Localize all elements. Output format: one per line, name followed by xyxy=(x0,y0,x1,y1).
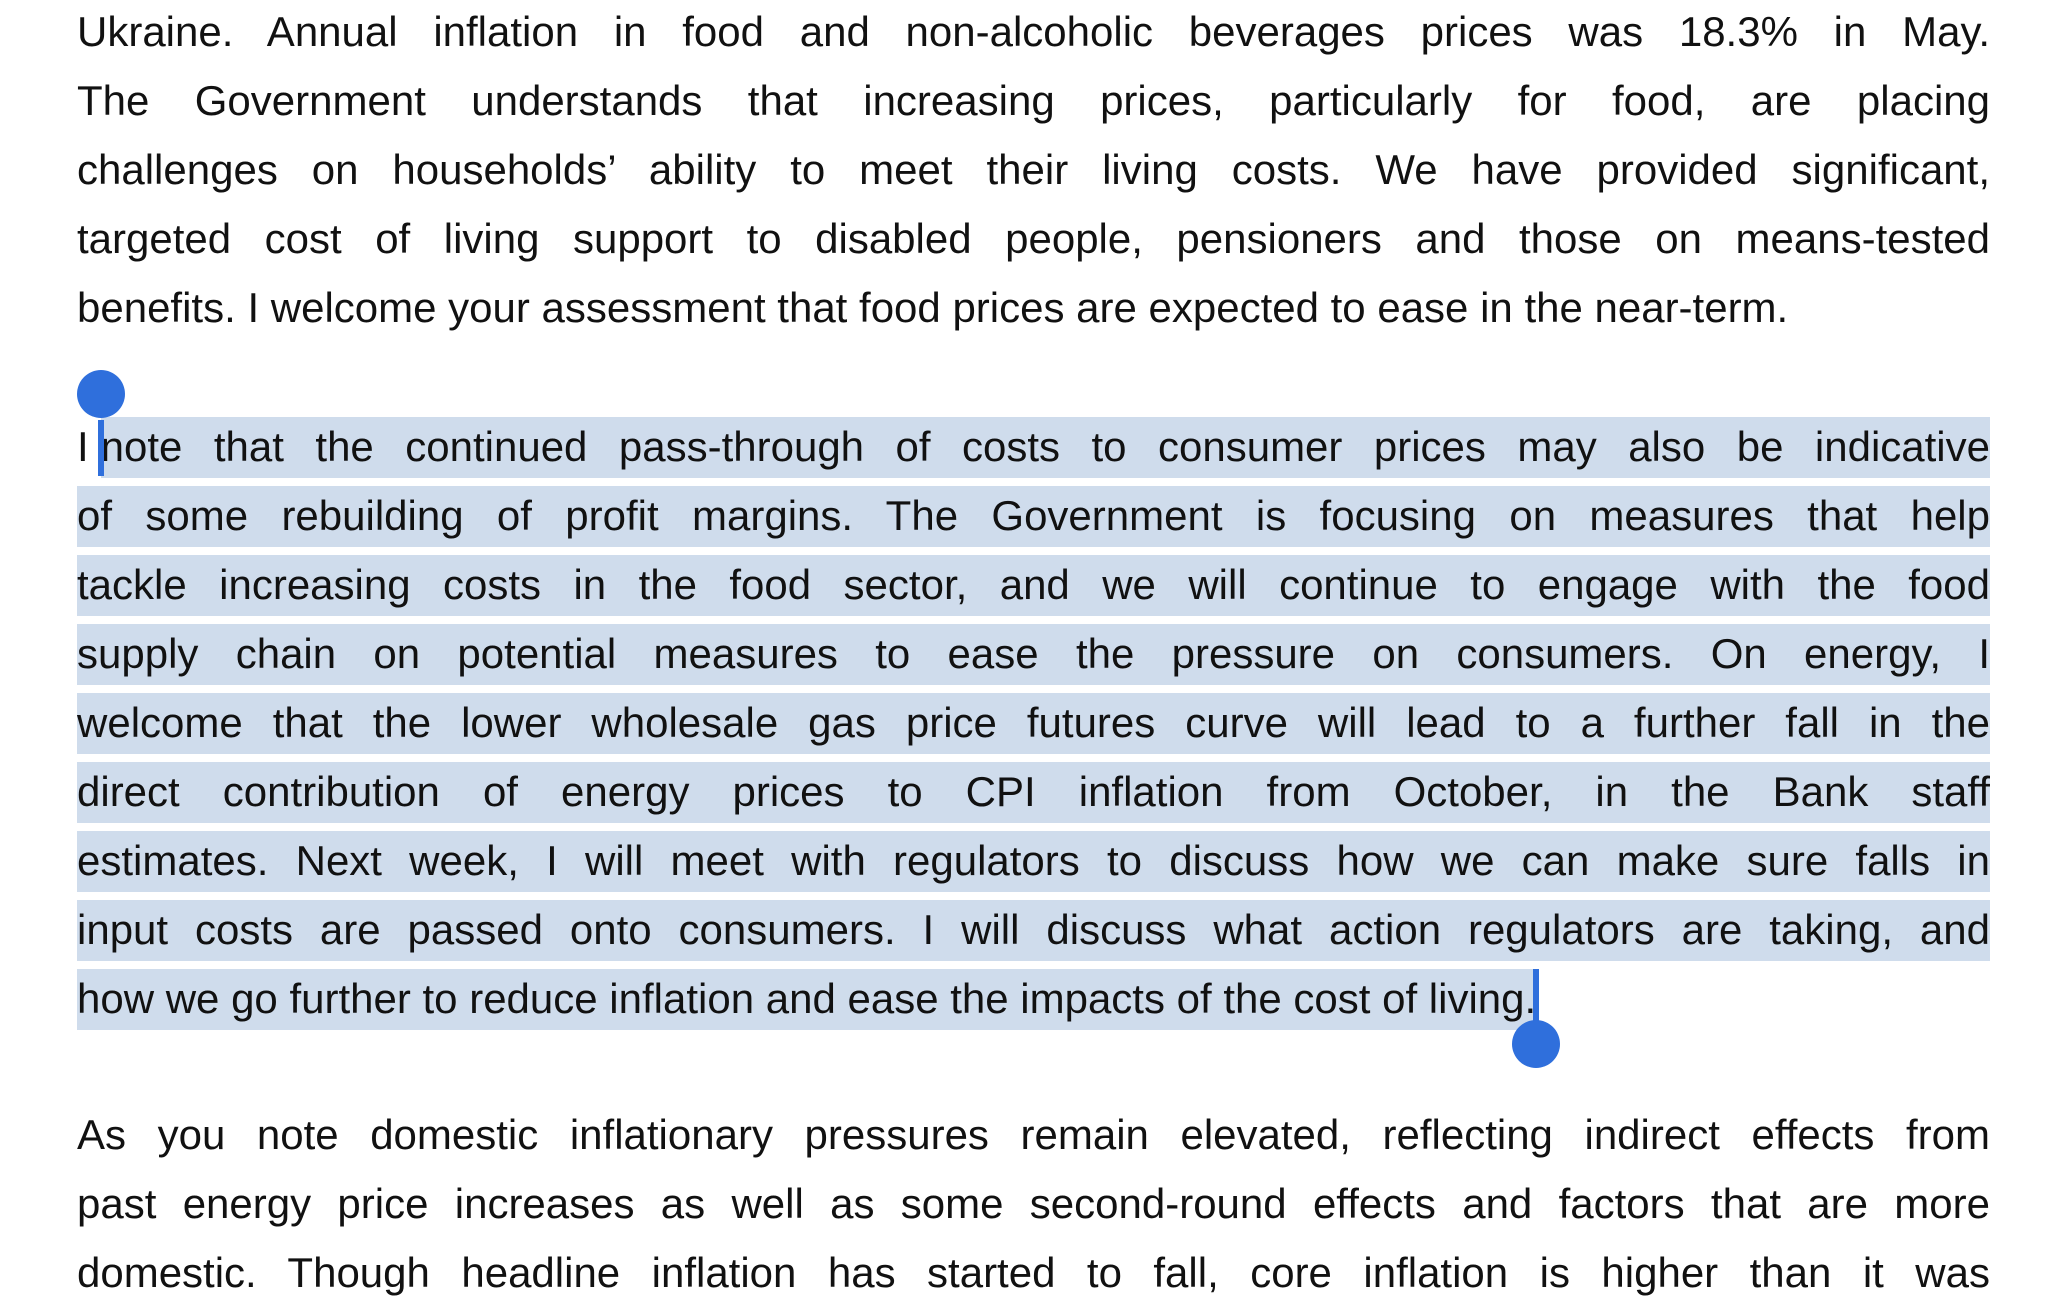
text: I xyxy=(77,423,89,470)
text-line: tackle increasing costs in the food sect… xyxy=(77,550,1990,619)
selection-handle xyxy=(97,420,104,476)
text-line: past energy price increases as well as s… xyxy=(77,1180,1990,1227)
text-line: domestic. Though headline inflation has … xyxy=(77,1249,1990,1296)
text-line: of some rebuilding of profit margins. Th… xyxy=(77,481,1990,550)
text-line: challenges on households’ ability to mee… xyxy=(77,146,1990,193)
text-line: welcome that the lower wholesale gas pri… xyxy=(77,688,1990,757)
selection-handle xyxy=(76,370,125,418)
paragraph: Ukraine. Annual inflation in food and no… xyxy=(77,0,1990,342)
text-line: how we go further to reduce inflation an… xyxy=(77,964,1990,1033)
text-line: The Government understands that increasi… xyxy=(77,77,1990,124)
text-line: As you note domestic inflationary pressu… xyxy=(77,1111,1990,1158)
selection-handle xyxy=(1533,969,1540,1045)
selection-handle xyxy=(1512,1020,1561,1068)
text-line: direct contribution of energy prices to … xyxy=(77,757,1990,826)
selected-text: note that the continued pass-through of … xyxy=(100,412,1990,481)
text-line: Ukraine. Annual inflation in food and no… xyxy=(77,8,1990,55)
text-line: benefits. I welcome your assessment that… xyxy=(77,284,1789,331)
text-line: estimates. Next week, I will meet with r… xyxy=(77,826,1990,895)
selected-text: how we go further to reduce inflation an… xyxy=(77,964,1537,1033)
text-line: supply chain on potential measures to ea… xyxy=(77,619,1990,688)
text-line: input costs are passed onto consumers. I… xyxy=(77,895,1990,964)
paragraph: As you note domestic inflationary pressu… xyxy=(77,1100,1990,1307)
text-line: targeted cost of living support to disab… xyxy=(77,215,1990,262)
